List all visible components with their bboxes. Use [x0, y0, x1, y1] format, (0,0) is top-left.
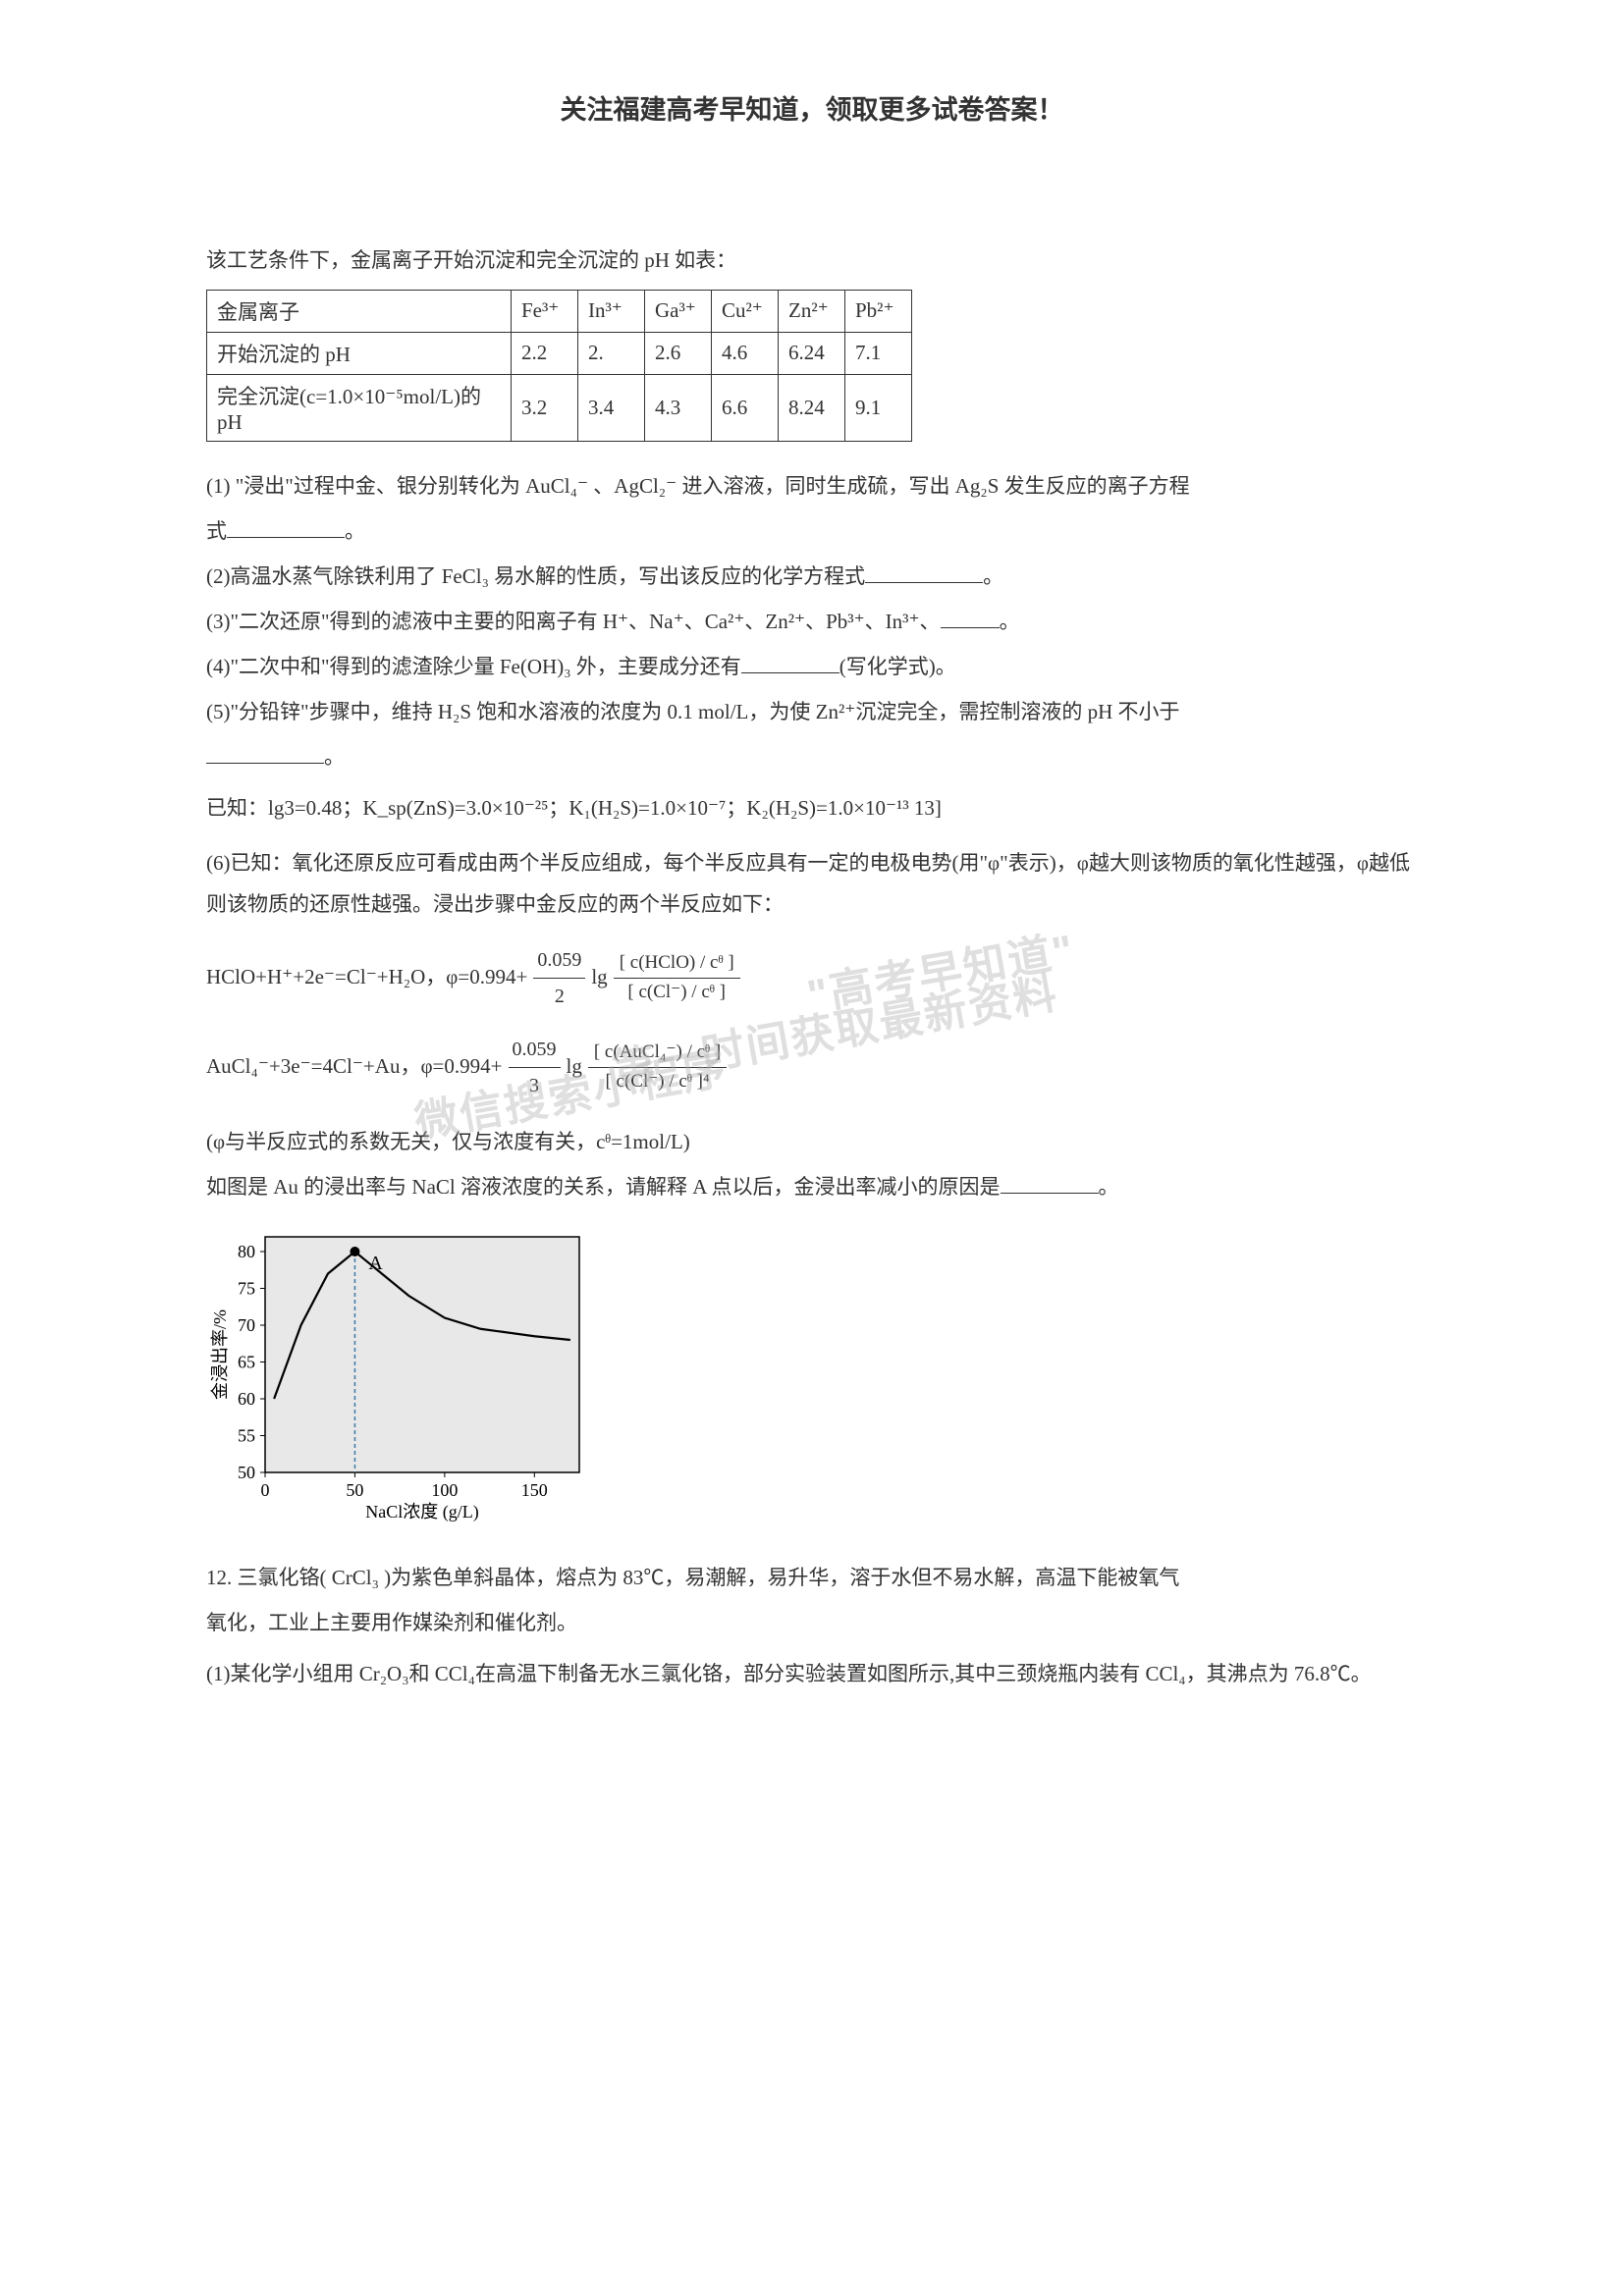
leaching-rate-chart: 50 55 60 65 70 75 80 0 50 100 150 A NaCl浓度 (g/L) 金浸出率…	[206, 1227, 1418, 1527]
big-fraction: [ c(HClO) / cᶿ ] [ c(Cl⁻) / cᶿ ]	[614, 949, 740, 1006]
cell: 9.1	[845, 374, 912, 441]
equation-2: AuCl₄⁻+3e⁻=4Cl⁻+Au，φ=0.994+ 0.059 3 lg […	[206, 1032, 1418, 1103]
row-label: 开始沉淀的 pH	[207, 332, 512, 374]
equation-1: HClO+H⁺+2e⁻=Cl⁻+H₂O，φ=0.994+ 0.059 2 lg …	[206, 942, 1418, 1014]
question-5-blank: 。	[206, 736, 1418, 777]
period: 。	[983, 564, 1003, 588]
col-header: Fe³⁺	[512, 290, 578, 332]
col-header: In³⁺	[578, 290, 645, 332]
metal-ion-table: 金属离子 Fe³⁺ In³⁺ Ga³⁺ Cu²⁺ Zn²⁺ Pb²⁺ 开始沉淀的…	[206, 290, 912, 442]
question-12b: 氧化，工业上主要用作媒染剂和催化剂。	[206, 1602, 1418, 1643]
col-header: Ga³⁺	[645, 290, 712, 332]
svg-text:A: A	[368, 1253, 383, 1274]
col-header: Zn²⁺	[779, 290, 845, 332]
cell: 8.24	[779, 374, 845, 441]
question-6-intro: (6)已知：氧化还原反应可看成由两个半反应组成，每个半反应具有一定的电极电势(用…	[206, 842, 1418, 925]
cell: 4.3	[645, 374, 712, 441]
answer-blank[interactable]	[741, 653, 839, 673]
q4-text: (4)"二次中和"得到的滤渣除少量 Fe(OH)₃ 外，主要成分还有	[206, 655, 741, 678]
period: 。	[345, 519, 365, 543]
col-header: 金属离子	[207, 290, 512, 332]
svg-text:80: 80	[238, 1242, 255, 1261]
svg-text:75: 75	[238, 1278, 255, 1298]
svg-text:100: 100	[431, 1480, 458, 1500]
answer-blank[interactable]	[941, 608, 1000, 628]
period: 。	[324, 745, 345, 769]
answer-blank[interactable]	[227, 517, 345, 538]
lg-label: lg	[567, 1048, 582, 1086]
question-6-ask: 如图是 Au 的浸出率与 NaCl 溶液浓度的关系，请解释 A 点以后，金浸出率…	[206, 1166, 1418, 1207]
intro-text: 该工艺条件下，金属离子开始沉淀和完全沉淀的 pH 如表：	[206, 244, 1418, 278]
eq1-left: HClO+H⁺+2e⁻=Cl⁻+H₂O，φ=0.994+	[206, 959, 527, 996]
question-5-known: 已知：lg3=0.48；K_sp(ZnS)=3.0×10⁻²⁵；K₁(H₂S)=…	[206, 787, 1418, 828]
cell: 2.6	[645, 332, 712, 374]
chart-svg: 50 55 60 65 70 75 80 0 50 100 150 A NaCl浓度 (g/L) 金浸出率…	[206, 1227, 589, 1522]
answer-blank[interactable]	[865, 562, 983, 583]
col-header: Cu²⁺	[712, 290, 779, 332]
q1b-text: 式	[206, 519, 227, 543]
question-1b: 式。	[206, 510, 1418, 552]
question-2: (2)高温水蒸气除铁利用了 FeCl₃ 易水解的性质，写出该反应的化学方程式 。	[206, 556, 1418, 597]
question-1a: (1) "浸出"过程中金、银分别转化为 AuCl₄⁻ 、AgCl₂⁻ 进入溶液，…	[206, 465, 1418, 507]
svg-text:NaCl浓度 (g/L): NaCl浓度 (g/L)	[365, 1502, 478, 1522]
eq2-left: AuCl₄⁻+3e⁻=4Cl⁻+Au，φ=0.994+	[206, 1048, 503, 1086]
svg-text:0: 0	[261, 1480, 270, 1500]
svg-text:150: 150	[521, 1480, 548, 1500]
fraction: 0.059 3	[509, 1032, 561, 1103]
cell: 2.	[578, 332, 645, 374]
svg-text:50: 50	[238, 1463, 255, 1482]
col-header: Pb²⁺	[845, 290, 912, 332]
fraction: 0.059 2	[533, 942, 585, 1014]
answer-blank[interactable]	[206, 743, 324, 764]
table-row: 开始沉淀的 pH 2.2 2. 2.6 4.6 6.24 7.1	[207, 332, 912, 374]
suffix: (写化学式)。	[839, 655, 956, 678]
q2-text: (2)高温水蒸气除铁利用了 FeCl₃ 易水解的性质，写出该反应的化学方程式	[206, 564, 865, 588]
question-3: (3)"二次还原"得到的滤液中主要的阳离子有 H⁺、Na⁺、Ca²⁺、Zn²⁺、…	[206, 601, 1418, 642]
svg-text:60: 60	[238, 1389, 255, 1409]
cell: 6.6	[712, 374, 779, 441]
page-header-title: 关注福建高考早知道，领取更多试卷答案！	[206, 88, 1418, 127]
cell: 4.6	[712, 332, 779, 374]
svg-text:50: 50	[346, 1480, 363, 1500]
question-6-note: (φ与半反应式的系数无关，仅与浓度有关，cᶿ=1mol/L)	[206, 1121, 1418, 1162]
cell: 2.2	[512, 332, 578, 374]
lg-label: lg	[591, 959, 607, 996]
table-row: 完全沉淀(c=1.0×10⁻⁵mol/L)的 pH 3.2 3.4 4.3 6.…	[207, 374, 912, 441]
question-4: (4)"二次中和"得到的滤渣除少量 Fe(OH)₃ 外，主要成分还有 (写化学式)…	[206, 646, 1418, 687]
svg-text:金浸出率/%: 金浸出率/%	[210, 1309, 230, 1400]
q3-text: (3)"二次还原"得到的滤液中主要的阳离子有 H⁺、Na⁺、Ca²⁺、Zn²⁺、…	[206, 610, 941, 633]
question-12a: 12. 三氯化铬( CrCl₃ )为紫色单斜晶体，熔点为 83℃，易潮解，易升华…	[206, 1557, 1418, 1598]
svg-text:70: 70	[238, 1315, 255, 1335]
answer-blank[interactable]	[1001, 1173, 1099, 1194]
svg-text:65: 65	[238, 1352, 255, 1371]
q6-ask-text: 如图是 Au 的浸出率与 NaCl 溶液浓度的关系，请解释 A 点以后，金浸出率…	[206, 1175, 1001, 1199]
cell: 7.1	[845, 332, 912, 374]
row-label: 完全沉淀(c=1.0×10⁻⁵mol/L)的 pH	[207, 374, 512, 441]
question-12c: (1)某化学小组用 Cr₂O₃和 CCl₄在高温下制备无水三氯化铬，部分实验装置…	[206, 1653, 1418, 1694]
cell: 3.4	[578, 374, 645, 441]
cell: 3.2	[512, 374, 578, 441]
table-row: 金属离子 Fe³⁺ In³⁺ Ga³⁺ Cu²⁺ Zn²⁺ Pb²⁺	[207, 290, 912, 332]
period: 。	[1099, 1175, 1119, 1199]
big-fraction: [ c(AuCl₄⁻) / cᶿ ] [ c(Cl⁻) / cᶿ ]⁴	[588, 1039, 727, 1095]
period: 。	[1000, 610, 1020, 633]
question-5: (5)"分铅锌"步骤中，维持 H₂S 饱和水溶液的浓度为 0.1 mol/L，为…	[206, 691, 1418, 732]
cell: 6.24	[779, 332, 845, 374]
svg-text:55: 55	[238, 1425, 255, 1445]
